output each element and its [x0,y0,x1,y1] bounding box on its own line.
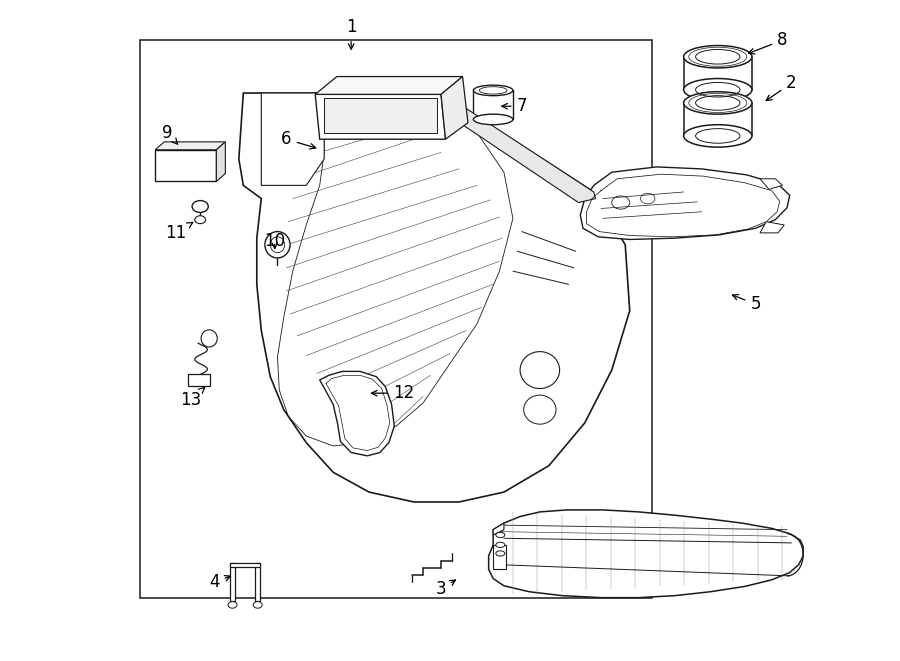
Ellipse shape [194,215,205,223]
Bar [324,98,436,133]
Text: 2: 2 [766,74,796,100]
Text: 8: 8 [749,31,788,54]
Text: 1: 1 [346,18,356,50]
Polygon shape [255,563,260,601]
Polygon shape [432,95,596,202]
Ellipse shape [265,231,290,258]
Text: 3: 3 [436,580,455,598]
Polygon shape [187,374,210,386]
Polygon shape [315,95,446,139]
Polygon shape [493,545,506,569]
Polygon shape [156,150,216,181]
Ellipse shape [496,542,505,547]
Polygon shape [320,371,394,456]
Ellipse shape [201,330,217,347]
Ellipse shape [192,200,208,212]
Text: 9: 9 [162,124,177,144]
Polygon shape [238,93,630,502]
Ellipse shape [473,85,513,96]
Polygon shape [489,510,803,598]
Polygon shape [230,563,235,601]
Text: 12: 12 [372,384,414,402]
Polygon shape [156,142,225,150]
Text: 13: 13 [181,387,204,408]
Polygon shape [760,221,784,233]
Text: 11: 11 [166,222,193,242]
Text: 5: 5 [733,295,760,313]
Polygon shape [216,142,225,181]
Bar [140,40,652,598]
Polygon shape [315,77,463,95]
Polygon shape [261,93,324,185]
Ellipse shape [684,92,752,114]
Ellipse shape [253,602,262,608]
Ellipse shape [684,46,752,68]
Ellipse shape [684,125,752,147]
Text: 6: 6 [281,130,316,149]
Ellipse shape [473,114,513,125]
Polygon shape [760,178,782,189]
Ellipse shape [228,602,237,608]
Ellipse shape [684,79,752,101]
Polygon shape [230,563,260,566]
Polygon shape [493,523,504,535]
Text: 10: 10 [265,233,285,251]
Polygon shape [441,77,468,139]
Ellipse shape [496,532,505,537]
Ellipse shape [496,551,505,556]
Text: 7: 7 [502,97,527,115]
Polygon shape [580,167,789,239]
Text: 4: 4 [210,574,230,592]
